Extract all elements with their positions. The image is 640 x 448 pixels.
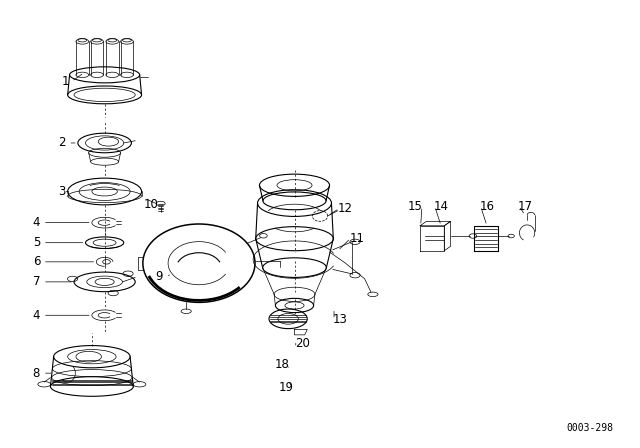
Text: 16: 16 [479, 200, 495, 213]
Text: 5: 5 [33, 236, 40, 249]
Text: 7: 7 [33, 276, 40, 289]
Text: 8: 8 [33, 366, 40, 379]
Text: 18: 18 [275, 358, 289, 371]
Text: 6: 6 [33, 255, 40, 268]
Text: 4: 4 [33, 309, 40, 322]
Text: 12: 12 [338, 202, 353, 215]
Text: 13: 13 [333, 313, 348, 326]
Text: 14: 14 [433, 200, 449, 213]
Text: 11: 11 [349, 232, 364, 245]
Text: 0003-298: 0003-298 [566, 423, 613, 433]
Text: 9: 9 [156, 270, 163, 283]
Text: 17: 17 [518, 200, 532, 213]
Text: 2: 2 [58, 137, 66, 150]
Text: 10: 10 [144, 198, 159, 211]
Text: 3: 3 [58, 185, 66, 198]
Text: 20: 20 [295, 337, 310, 350]
Text: 19: 19 [279, 381, 294, 394]
Text: 1: 1 [61, 75, 69, 88]
Text: 15: 15 [408, 200, 423, 213]
Text: 4: 4 [33, 216, 40, 229]
